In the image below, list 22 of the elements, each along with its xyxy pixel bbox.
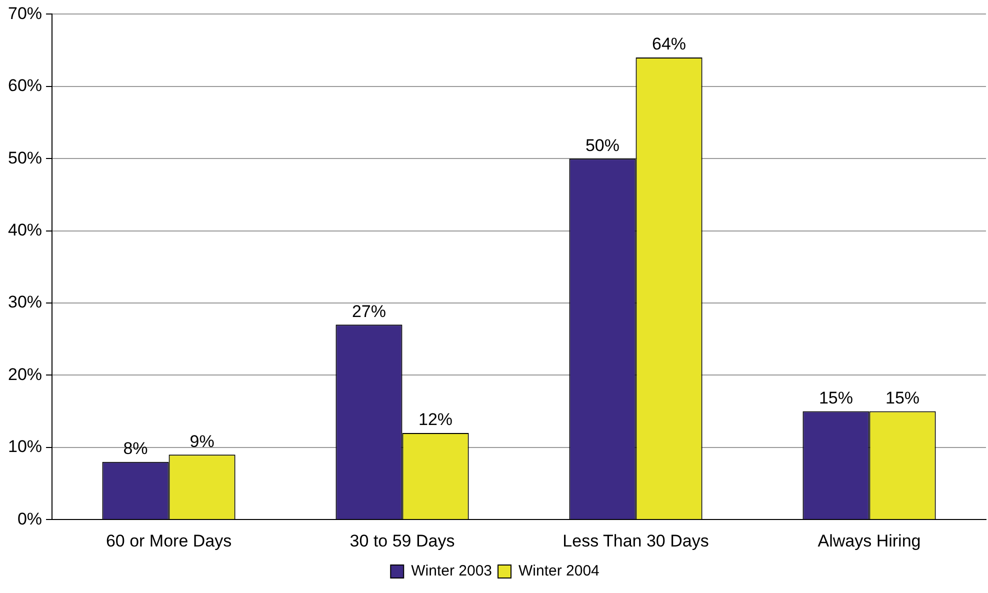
y-tick-label: 10% xyxy=(8,437,42,456)
y-tick-label: 20% xyxy=(8,364,42,384)
legend-label: Winter 2003 xyxy=(411,562,492,580)
y-tick-label: 70% xyxy=(8,4,42,23)
x-tick-label: 60 or More Days xyxy=(106,531,232,550)
text: 50% xyxy=(585,136,620,155)
text: 9% xyxy=(190,432,214,451)
y-tick-label: 60% xyxy=(8,76,42,96)
y-tick-label: 50% xyxy=(8,148,42,168)
text: 15% xyxy=(818,388,853,408)
x-tick-label: Always Hiring xyxy=(818,531,921,550)
text: 64% xyxy=(652,34,686,54)
legend-label: Winter 2004 xyxy=(518,562,600,580)
text: 27% xyxy=(352,302,386,321)
text: 8% xyxy=(123,439,148,458)
y-tick-label: 40% xyxy=(8,220,42,240)
y-tick-label: 0% xyxy=(17,509,42,528)
y-tick-label: 30% xyxy=(8,292,42,312)
text: 15% xyxy=(886,388,920,408)
x-tick-label: 30 to 59 Days xyxy=(350,531,455,550)
text: 12% xyxy=(418,410,453,430)
x-tick-label: Less Than 30 Days xyxy=(562,531,709,550)
